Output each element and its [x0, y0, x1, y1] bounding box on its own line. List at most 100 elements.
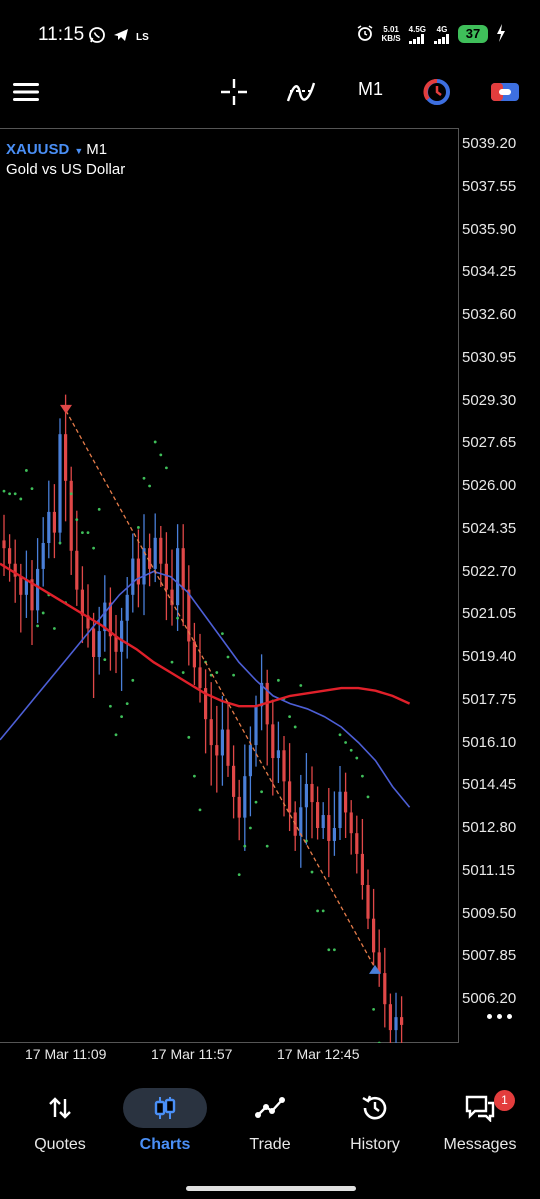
price-tick-label: 5017.75: [462, 690, 517, 708]
crosshair-button[interactable]: [219, 78, 249, 106]
status-left-icons: LS: [88, 26, 149, 49]
sar-dot: [221, 632, 224, 636]
candle-body: [170, 589, 174, 606]
sar-dot: [170, 660, 174, 664]
candle-body: [209, 719, 213, 746]
sar-dot: [109, 704, 112, 708]
sar-dot: [148, 484, 152, 488]
price-tick-label: 5007.85: [462, 947, 517, 965]
candle-body: [220, 729, 224, 756]
signal-1: 4.5G: [409, 25, 426, 44]
menu-button[interactable]: [12, 78, 40, 106]
timeframe-button[interactable]: M1: [358, 79, 384, 99]
objects-button[interactable]: [422, 78, 452, 106]
price-chart[interactable]: [0, 128, 459, 1043]
sar-dot: [142, 476, 146, 480]
sar-dot: [125, 702, 129, 706]
sar-dot: [176, 616, 180, 620]
sar-dot: [120, 715, 123, 718]
candle-body: [349, 812, 353, 834]
sar-dot: [114, 733, 118, 737]
sar-dot: [81, 531, 84, 535]
price-tick-label: 5014.45: [462, 776, 517, 794]
candle-body: [215, 745, 219, 756]
sar-dot: [53, 627, 56, 630]
unread-badge: 1: [494, 1090, 515, 1111]
charging-icon: [496, 24, 506, 44]
price-tick-label: 5026.00: [462, 477, 517, 494]
ls-icon: LS: [136, 32, 149, 43]
sar-dot: [193, 774, 196, 778]
candle-body: [2, 540, 6, 549]
candle-body: [400, 1017, 404, 1025]
ma-slow-line: [0, 562, 411, 708]
candle-body: [248, 745, 252, 777]
sar-dot: [361, 774, 364, 778]
signal-bars-icon: [434, 33, 449, 44]
nav-messages[interactable]: 1 Messages: [426, 1070, 534, 1170]
more-options-icon[interactable]: [487, 1014, 512, 1019]
nav-history[interactable]: History: [321, 1070, 429, 1170]
nav-trade[interactable]: Trade: [216, 1070, 324, 1170]
candle-body: [299, 807, 303, 836]
sar-dot: [165, 466, 168, 470]
sar-dot: [92, 546, 95, 550]
sar-dot: [355, 756, 359, 760]
symbol-timeframe: M1: [86, 141, 108, 158]
candle-body: [204, 688, 208, 720]
indicators-button[interactable]: [285, 78, 317, 106]
candle-body: [366, 885, 370, 919]
sar-dot: [25, 469, 28, 472]
crosshair-icon: [221, 79, 247, 105]
candle-body: [181, 548, 185, 590]
symbol-selector[interactable]: XAUUSD ▼ M1: [6, 141, 107, 158]
sar-dot: [153, 440, 157, 444]
price-tick-label: 5037.55: [462, 177, 517, 195]
sar-dot: [75, 518, 79, 522]
candle-body: [136, 558, 140, 585]
candle-body: [288, 781, 292, 813]
sar-dot: [86, 531, 90, 535]
status-right: 5.01 KB/S 4.5G 4G 37: [356, 24, 506, 44]
sar-dot: [215, 671, 219, 674]
trade-button[interactable]: [490, 78, 520, 106]
candle-body: [304, 783, 308, 808]
candle-body: [114, 636, 118, 652]
trade-line-icon: [255, 1097, 285, 1118]
sar-dot: [310, 870, 314, 874]
sar-dot: [349, 748, 353, 752]
sar-dot: [232, 673, 236, 677]
candle-body: [237, 796, 241, 818]
candle-body: [52, 511, 56, 533]
nav-quotes[interactable]: Quotes: [6, 1070, 114, 1170]
nav-charts[interactable]: Charts: [111, 1070, 219, 1170]
candle-body: [316, 802, 320, 828]
price-tick-label: 5032.60: [462, 306, 517, 323]
sar-dot: [41, 611, 45, 615]
candle-body: [198, 667, 202, 689]
quotes-icon: [49, 1097, 71, 1119]
chart-area[interactable]: [0, 128, 459, 1043]
home-indicator[interactable]: [186, 1186, 356, 1191]
charts-icon: [154, 1097, 176, 1119]
symbol-name: XAUUSD: [6, 141, 70, 158]
candle-body: [282, 750, 286, 782]
candle-body: [254, 706, 258, 746]
candle-body: [232, 765, 236, 797]
time-label: 17 Mar 12:45: [277, 1046, 360, 1062]
status-time: 11:15: [38, 24, 85, 45]
price-tick-label: 5012.80: [462, 819, 517, 836]
sar-dot: [187, 735, 191, 739]
sar-dot: [293, 725, 297, 729]
sar-dot: [159, 453, 163, 457]
sar-dot: [366, 795, 370, 799]
candle-body: [69, 480, 73, 551]
sar-dot: [299, 684, 303, 687]
sar-dot: [36, 624, 39, 628]
candle-body: [360, 853, 364, 885]
trade-icon: [491, 83, 519, 101]
candle-body: [97, 631, 101, 657]
sar-dot: [69, 492, 73, 496]
price-tick-label: 5029.30: [462, 391, 517, 409]
price-tick-label: 5030.95: [462, 348, 517, 366]
